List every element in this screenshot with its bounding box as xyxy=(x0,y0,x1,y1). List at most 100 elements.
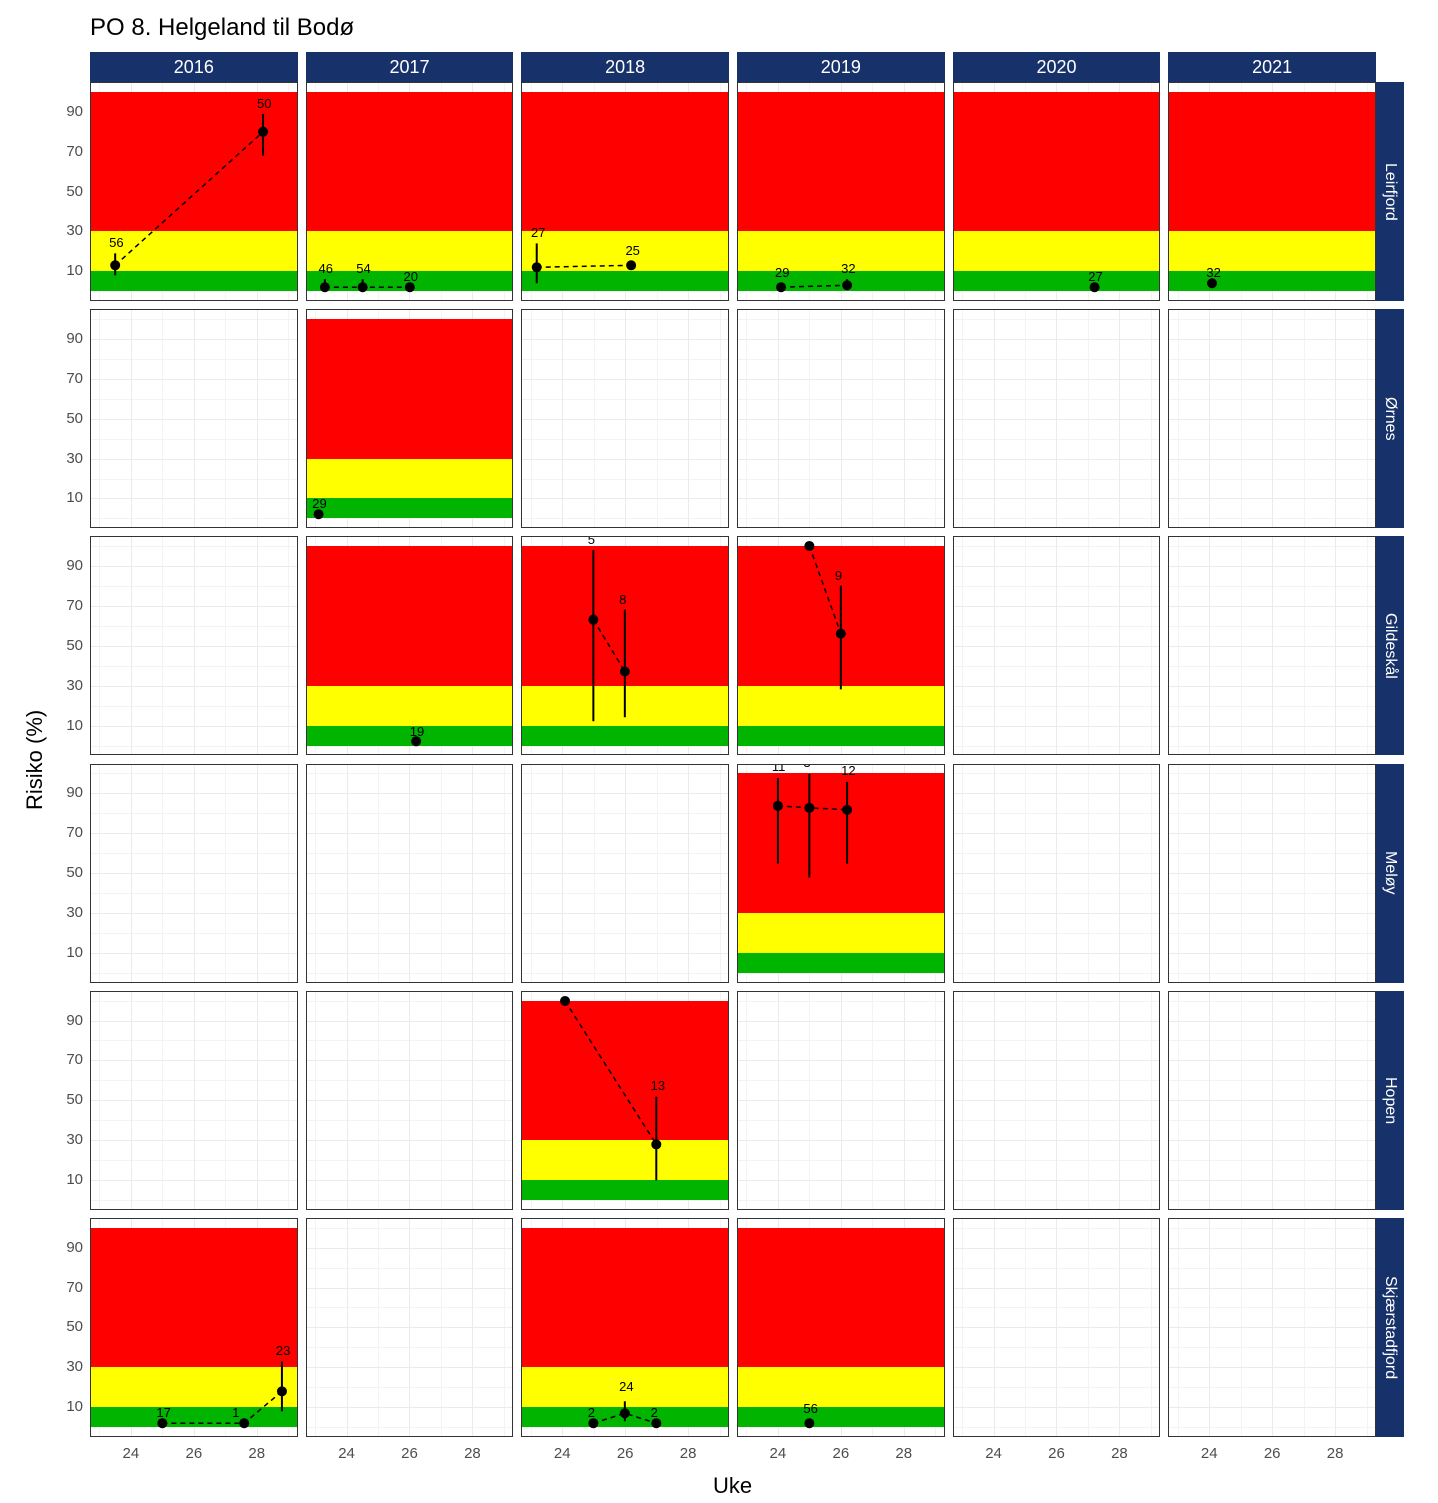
facet-panel xyxy=(521,309,729,528)
plot-layer xyxy=(90,536,298,755)
plot-layer xyxy=(953,309,1161,528)
col-strip: 2021 xyxy=(1168,52,1376,82)
point-label: 3 xyxy=(803,764,810,771)
facet-panel: 19 xyxy=(306,536,514,755)
point-label: 32 xyxy=(1206,265,1220,280)
col-strip: 2020 xyxy=(953,52,1161,82)
facet-panel xyxy=(953,309,1161,528)
x-tick-label: 28 xyxy=(245,1445,269,1462)
col-strip: 2016 xyxy=(90,52,298,82)
y-tick-label: 10 xyxy=(55,262,83,279)
point-label: 32 xyxy=(841,261,855,276)
point-label: 29 xyxy=(775,265,789,280)
point-label: 27 xyxy=(1088,269,1102,284)
facet-panel xyxy=(953,1218,1161,1437)
y-tick-label: 50 xyxy=(55,1091,83,1108)
x-tick-label: 28 xyxy=(892,1445,916,1462)
y-tick-label: 50 xyxy=(55,410,83,427)
plot-layer xyxy=(521,1218,729,1437)
plot-layer xyxy=(1168,82,1376,301)
x-tick-label: 24 xyxy=(550,1445,574,1462)
point-label: 54 xyxy=(356,261,370,276)
y-tick-label: 30 xyxy=(55,450,83,467)
plot-layer xyxy=(90,764,298,983)
x-tick-label: 28 xyxy=(460,1445,484,1462)
y-tick-label: 90 xyxy=(55,330,83,347)
plot-layer xyxy=(90,991,298,1210)
y-tick-label: 90 xyxy=(55,1012,83,1029)
point-label: 25 xyxy=(625,243,639,258)
y-tick-label: 70 xyxy=(55,1279,83,1296)
facet-panel: 27 xyxy=(953,82,1161,301)
x-tick-label: 26 xyxy=(829,1445,853,1462)
y-tick-label: 10 xyxy=(55,1171,83,1188)
facet-panel: 29 32 xyxy=(737,82,945,301)
col-strip: 2019 xyxy=(737,52,945,82)
facet-panel xyxy=(1168,1218,1376,1437)
row-strip: Leirfjord xyxy=(1376,82,1404,301)
row-strip: Gildeskål xyxy=(1376,536,1404,755)
point-label: 11 xyxy=(772,764,786,775)
x-tick-label: 28 xyxy=(1323,1445,1347,1462)
facet-panel xyxy=(90,309,298,528)
facet-panel xyxy=(1168,764,1376,983)
facet-panel: 56 50 xyxy=(90,82,298,301)
facet-panel xyxy=(90,991,298,1210)
row-strip: Meløy xyxy=(1376,764,1404,983)
plot-layer xyxy=(306,991,514,1210)
point-label: 56 xyxy=(803,1401,817,1416)
facet-panel xyxy=(306,991,514,1210)
plot-layer xyxy=(90,1218,298,1437)
point-label: 46 xyxy=(319,261,333,276)
y-tick-label: 10 xyxy=(55,717,83,734)
y-tick-label: 10 xyxy=(55,489,83,506)
y-tick-label: 90 xyxy=(55,784,83,801)
point-label: 24 xyxy=(619,1379,633,1394)
point-label: 27 xyxy=(531,225,545,240)
x-tick-label: 28 xyxy=(1107,1445,1131,1462)
facet-panel xyxy=(306,1218,514,1437)
point-label: 2 xyxy=(588,1405,595,1420)
plot-layer xyxy=(953,536,1161,755)
x-tick-label: 24 xyxy=(335,1445,359,1462)
plot-layer xyxy=(1168,991,1376,1210)
facet-panel: 27 25 xyxy=(521,82,729,301)
plot-layer xyxy=(521,764,729,983)
facet-panel: 58 xyxy=(521,536,729,755)
plot-layer xyxy=(521,991,729,1210)
point-label: 56 xyxy=(109,235,123,250)
x-tick-label: 24 xyxy=(1197,1445,1221,1462)
plot-layer xyxy=(90,82,298,301)
plot-layer xyxy=(306,309,514,528)
y-tick-label: 30 xyxy=(55,1131,83,1148)
y-tick-label: 10 xyxy=(55,944,83,961)
facet-panel xyxy=(306,764,514,983)
x-tick-label: 26 xyxy=(398,1445,422,1462)
y-tick-label: 90 xyxy=(55,103,83,120)
y-tick-label: 70 xyxy=(55,597,83,614)
plot-layer xyxy=(521,536,729,755)
x-tick-label: 26 xyxy=(613,1445,637,1462)
x-tick-label: 28 xyxy=(676,1445,700,1462)
facet-panel xyxy=(737,991,945,1210)
y-tick-label: 50 xyxy=(55,183,83,200)
point-label: 8 xyxy=(619,592,626,607)
y-axis-title: Risiko (%) xyxy=(22,709,48,809)
facet-panel: 17123 xyxy=(90,1218,298,1437)
row-strip: Ørnes xyxy=(1376,309,1404,528)
y-tick-label: 90 xyxy=(55,557,83,574)
facet-panel: 2242 xyxy=(521,1218,729,1437)
row-strip: Hopen xyxy=(1376,991,1404,1210)
plot-layer xyxy=(90,309,298,528)
point-label: 50 xyxy=(257,96,271,111)
plot-title: PO 8. Helgeland til Bodø xyxy=(90,14,354,42)
facet-panel: 59 xyxy=(737,536,945,755)
facet-panel xyxy=(521,764,729,983)
plot-layer xyxy=(737,764,945,983)
x-tick-label: 24 xyxy=(982,1445,1006,1462)
facet-panel xyxy=(953,536,1161,755)
plot-layer xyxy=(521,82,729,301)
point-label: 20 xyxy=(403,269,417,284)
y-tick-label: 70 xyxy=(55,1051,83,1068)
facet-panel xyxy=(1168,991,1376,1210)
